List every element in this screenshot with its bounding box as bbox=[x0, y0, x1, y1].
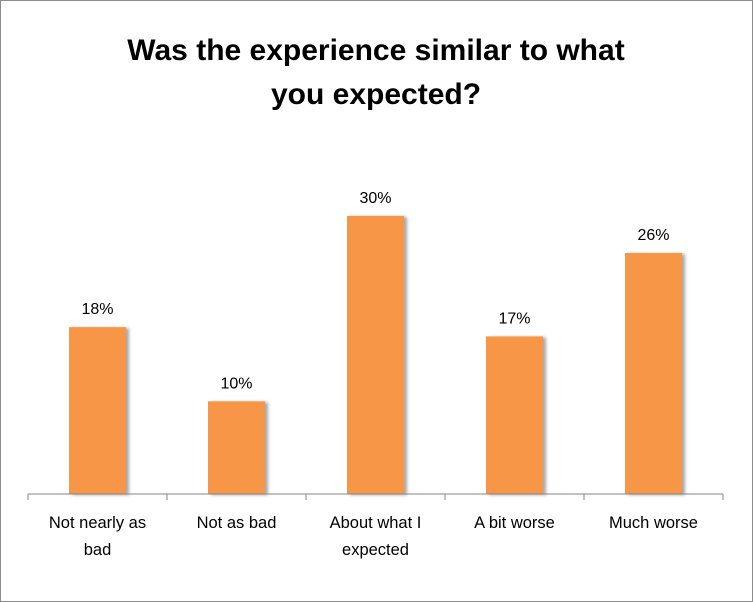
bar bbox=[347, 215, 404, 494]
category-label: bad bbox=[84, 541, 112, 559]
data-label: 30% bbox=[359, 190, 391, 207]
category-label: Not as bad bbox=[197, 514, 277, 532]
data-label: 17% bbox=[498, 310, 530, 327]
bar bbox=[486, 336, 543, 494]
bar bbox=[208, 401, 265, 494]
chart-title-line-1: Was the experience similar to what bbox=[127, 34, 624, 67]
category-label: About what I bbox=[330, 514, 422, 532]
category-label: A bit worse bbox=[474, 514, 555, 532]
category-label: expected bbox=[342, 541, 409, 559]
bar bbox=[69, 327, 126, 494]
category-label: Not nearly as bbox=[49, 514, 146, 532]
data-label: 10% bbox=[220, 375, 252, 392]
bar bbox=[625, 252, 682, 494]
chart-title-line-2: you expected? bbox=[271, 78, 481, 111]
data-label: 18% bbox=[81, 301, 113, 318]
category-label: Much worse bbox=[609, 514, 698, 532]
data-label: 26% bbox=[637, 227, 669, 244]
